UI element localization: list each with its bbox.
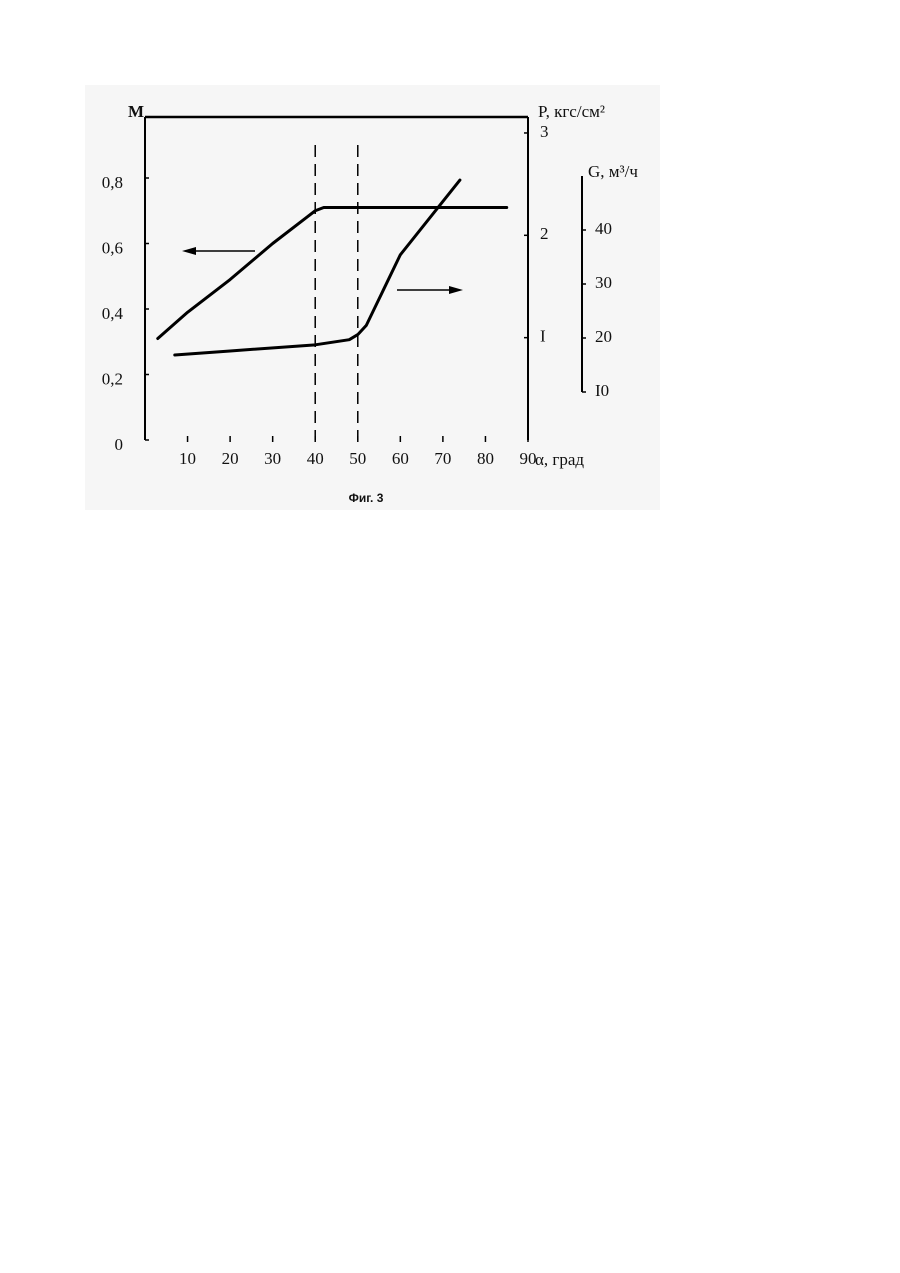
x-tick-label: 70 xyxy=(434,449,451,468)
y2-tick-label: 2 xyxy=(540,224,549,243)
y-axis-label: M xyxy=(128,102,144,121)
x-axis-label: α, град xyxy=(535,450,584,469)
chart: M P, кгс/см² G, м³/ч α, град Фиг. 3 1020… xyxy=(0,0,900,1273)
y3-axis-label: G, м³/ч xyxy=(588,162,638,181)
x-tick-label: 10 xyxy=(179,449,196,468)
y-tick-label: 0,4 xyxy=(102,304,124,323)
x-tick-label: 80 xyxy=(477,449,494,468)
x-tick-label: 30 xyxy=(264,449,281,468)
x-tick-label: 50 xyxy=(349,449,366,468)
y2-tick-label: I xyxy=(540,327,546,346)
y3-tick-label: 40 xyxy=(595,219,612,238)
y-tick-label: 0 xyxy=(115,435,124,454)
x-tick-label: 20 xyxy=(222,449,239,468)
y3-tick-label: I0 xyxy=(595,381,609,400)
x-tick-label: 60 xyxy=(392,449,409,468)
x-tick-label: 90 xyxy=(520,449,537,468)
x-tick-label: 40 xyxy=(307,449,324,468)
y2-tick-label: 3 xyxy=(540,122,549,141)
caption: Фиг. 3 xyxy=(349,491,384,505)
y2-axis-label: P, кгс/см² xyxy=(538,102,605,121)
figure-background xyxy=(85,85,660,510)
y3-tick-label: 20 xyxy=(595,327,612,346)
y3-tick-label: 30 xyxy=(595,273,612,292)
y-tick-label: 0,2 xyxy=(102,369,123,388)
y-tick-label: 0,6 xyxy=(102,238,123,257)
y-tick-label: 0,8 xyxy=(102,173,123,192)
